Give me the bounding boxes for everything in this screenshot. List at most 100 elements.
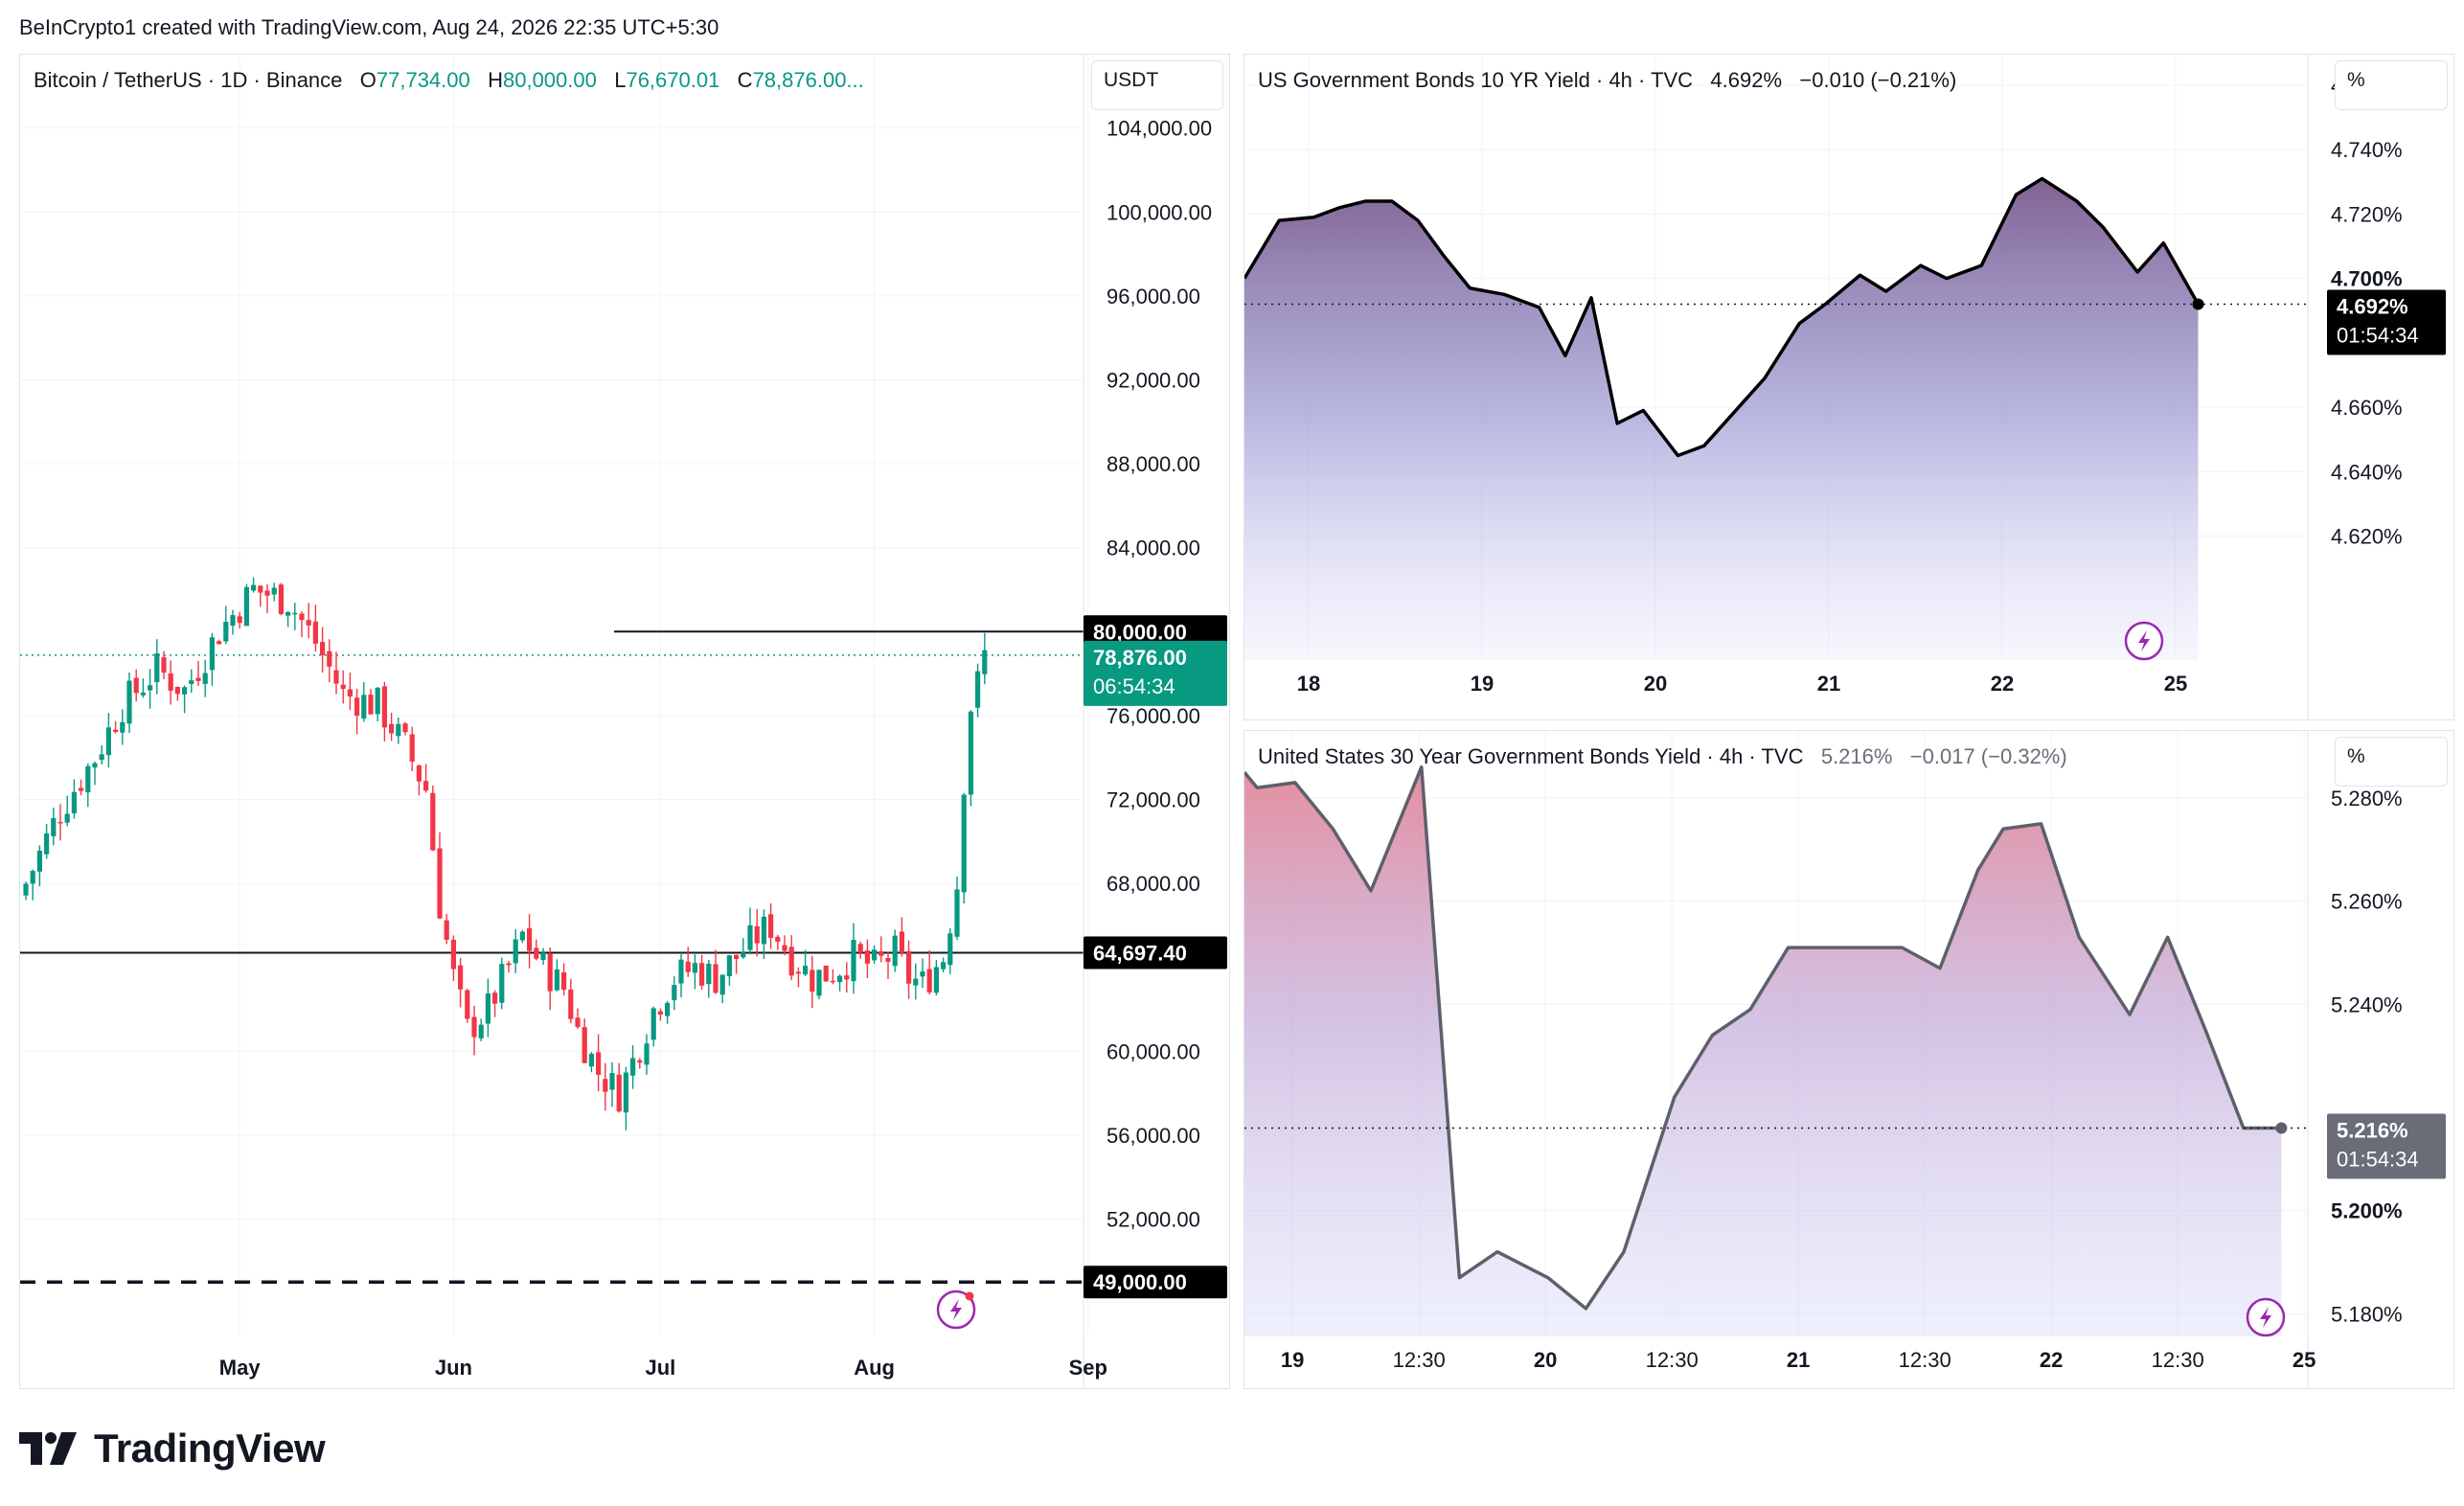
btc-candle-body xyxy=(154,652,160,683)
btc-candle-body xyxy=(913,978,919,986)
us30-xtick-label: 25 xyxy=(2293,1348,2316,1372)
btc-level-flag-mid-bg xyxy=(1084,936,1227,970)
btc-level-flag-mid: 64,697.40 xyxy=(1084,936,1227,970)
us30-last-value: 5.216% xyxy=(1820,744,1893,768)
us10-ytick-label: 4.660% xyxy=(2331,396,2403,420)
btc-candle-body xyxy=(519,931,525,941)
us10-ytick-label: 4.640% xyxy=(2331,460,2403,484)
btc-candle xyxy=(892,929,898,972)
btc-candle-body xyxy=(381,686,387,728)
btc-candle-body xyxy=(113,729,119,732)
us30-unit-selector[interactable]: % xyxy=(2335,737,2448,787)
btc-candle xyxy=(657,1008,663,1021)
us10-xtick-label: 18 xyxy=(1297,672,1320,696)
us10-chart[interactable]: 4.620%4.640%4.660%4.700%4.720%4.740%4.76… xyxy=(1244,55,2453,719)
btc-candle-body xyxy=(430,792,436,851)
btc-candle xyxy=(540,947,546,965)
btc-ytick-label: 68,000.00 xyxy=(1107,872,1200,896)
btc-candle-body xyxy=(402,723,408,733)
btc-candle-body xyxy=(120,721,125,733)
btc-candle xyxy=(941,957,947,972)
btc-candle xyxy=(30,869,35,901)
btc-currency-selector[interactable]: USDT xyxy=(1091,60,1223,110)
btc-candle-body xyxy=(64,813,70,823)
btc-candle xyxy=(741,938,746,959)
lightning-icon[interactable] xyxy=(936,1289,976,1330)
btc-candle xyxy=(99,745,104,764)
btc-candle xyxy=(837,973,843,992)
btc-symbol-title[interactable]: Bitcoin / TetherUS · 1D · Binance xyxy=(34,68,343,92)
btc-candle xyxy=(209,632,215,686)
btc-candle-body xyxy=(768,914,774,938)
btc-chart-panel[interactable]: 52,000.00 56,000.00 60,000.00 68,000.00 72,0… xyxy=(19,54,1230,1389)
btc-candle xyxy=(920,958,925,989)
btc-candle-body xyxy=(458,965,464,990)
btc-candle xyxy=(913,963,919,1000)
btc-candle xyxy=(609,1061,615,1107)
us30-chart-panel[interactable]: 5.180% 5.200% 5.240% 5.260% 5.280% 19 12:30 20… xyxy=(1243,730,2454,1389)
tradingview-logo[interactable]: TradingView xyxy=(19,1426,326,1472)
btc-candle-body xyxy=(347,689,353,697)
btc-candle xyxy=(333,651,339,695)
btc-candle-body xyxy=(264,590,270,596)
us30-xtick-label: 12:30 xyxy=(1646,1348,1699,1372)
btc-candle-body xyxy=(616,1074,622,1112)
btc-candle xyxy=(148,669,153,709)
btc-currency-label: USDT xyxy=(1104,69,1159,91)
btc-level-flag-high-bg xyxy=(1084,615,1227,649)
us10-symbol-title[interactable]: US Government Bonds 10 YR Yield · 4h · T… xyxy=(1258,68,1694,92)
btc-candle xyxy=(381,681,387,742)
btc-last-price-flag: 78,876.00 06:54:34 xyxy=(1084,640,1227,706)
us10-area-fill xyxy=(1244,178,2199,661)
btc-level-flag-low: 49,000.00 xyxy=(1084,1266,1227,1299)
btc-candle xyxy=(306,603,311,639)
btc-ytick-label: 104,000.00 xyxy=(1107,117,1212,141)
us30-unit-label: % xyxy=(2347,745,2365,767)
btc-candle xyxy=(416,764,422,796)
btc-candle xyxy=(816,970,822,1000)
btc-candle-body xyxy=(699,963,705,986)
btc-candle xyxy=(844,962,850,993)
btc-candle-body xyxy=(223,622,229,642)
btc-xtick-label: Sep xyxy=(1069,1356,1107,1380)
us10-unit-selector[interactable]: % xyxy=(2335,60,2448,110)
btc-candle-body xyxy=(195,677,201,681)
btc-candle-body xyxy=(665,1002,671,1016)
btc-candle-body xyxy=(906,950,912,984)
btc-candle-body xyxy=(92,763,98,768)
us30-chart[interactable]: 5.180% 5.200% 5.240% 5.260% 5.280% 19 12:30 20… xyxy=(1244,731,2453,1388)
btc-candle xyxy=(258,585,263,607)
us30-last-value-flag-text: 01:54:34 xyxy=(2337,1148,2419,1172)
btc-candle xyxy=(665,1000,671,1024)
btc-candle-body xyxy=(947,933,953,966)
btc-candle-body xyxy=(79,787,84,791)
us30-series-line xyxy=(1244,764,2282,1311)
btc-candle-body xyxy=(747,924,753,950)
btc-candle-body xyxy=(168,673,173,691)
lightning-icon[interactable] xyxy=(2124,621,2164,661)
btc-candle-body xyxy=(885,957,891,962)
btc-candle xyxy=(437,832,443,920)
btc-candle xyxy=(734,954,740,974)
btc-ytick-label: 96,000.00 xyxy=(1107,285,1200,308)
btc-level-flag-mid-text: 64,697.40 xyxy=(1093,941,1187,965)
btc-candle xyxy=(810,955,815,1009)
btc-candle-body xyxy=(126,680,132,724)
us30-last-value-flag: 5.216% 01:54:34 xyxy=(2327,1113,2446,1179)
btc-candle-body xyxy=(878,951,884,956)
btc-candle-body xyxy=(409,734,415,762)
lightning-icon[interactable] xyxy=(2246,1297,2286,1337)
us30-legend: United States 30 Year Government Bonds Y… xyxy=(1258,744,2067,769)
btc-candle xyxy=(747,907,753,955)
us10-ytick-label: 4.620% xyxy=(2331,525,2403,549)
btc-candle-body xyxy=(575,1017,581,1028)
btc-candle xyxy=(885,951,891,980)
us30-xtick-label: 12:30 xyxy=(1393,1348,1446,1372)
btc-candle xyxy=(899,917,904,957)
btc-chart[interactable]: 52,000.00 56,000.00 60,000.00 68,000.00 72,0… xyxy=(20,55,1229,1388)
btc-candle-body xyxy=(285,611,291,616)
us30-symbol-title[interactable]: United States 30 Year Government Bonds Y… xyxy=(1258,744,1804,768)
btc-candle-body xyxy=(596,1052,602,1075)
btc-candle xyxy=(527,913,533,969)
us10-chart-panel[interactable]: 4.620%4.640%4.660%4.700%4.720%4.740%4.76… xyxy=(1243,54,2454,720)
